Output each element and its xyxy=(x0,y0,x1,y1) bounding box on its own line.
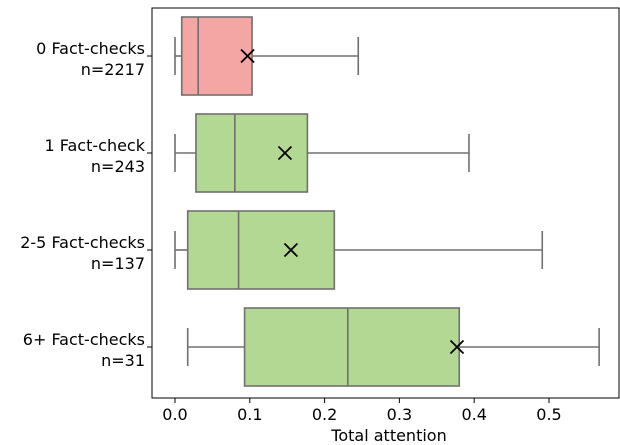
group-0-mean-marker xyxy=(240,48,255,64)
group-1-label: 1 Fact-check xyxy=(45,136,146,155)
group-3-box xyxy=(243,307,461,387)
x-tick-label-0: 0.0 xyxy=(162,405,187,424)
x-tick-label-1: 0.1 xyxy=(237,405,262,424)
group-3-mean-marker xyxy=(449,339,465,355)
x-tick-label-4: 0.4 xyxy=(461,405,486,424)
group-1-mean-marker xyxy=(277,145,293,161)
x-axis-title: Total attention xyxy=(330,426,446,445)
x-axis: 0.0 0.1 0.2 0.3 0.4 0.5 xyxy=(162,398,562,424)
group-2-mean-marker xyxy=(283,242,299,258)
plot-frame xyxy=(151,7,620,399)
y-axis: 0 Fact-checks n=2217 1 Fact-check n=243 2-5 … xyxy=(20,39,152,370)
group-2-label: 2-5 Fact-checks xyxy=(20,233,145,252)
group-3-label: 6+ Fact-checks xyxy=(23,330,145,349)
group-1-n-label: n=243 xyxy=(91,157,145,176)
x-tick-label-3: 0.3 xyxy=(387,405,412,424)
group-2-n-label: n=137 xyxy=(91,254,145,273)
group-0-label: 0 Fact-checks xyxy=(36,39,145,58)
x-tick-label-2: 0.2 xyxy=(312,405,337,424)
group-0-box xyxy=(180,16,253,96)
group-0-n-label: n=2217 xyxy=(81,60,145,79)
group-3-n-label: n=31 xyxy=(101,351,145,370)
group-1-box xyxy=(195,113,309,193)
group-2-box xyxy=(186,210,336,290)
x-tick-label-5: 0.5 xyxy=(536,405,561,424)
plot-area xyxy=(174,16,600,387)
